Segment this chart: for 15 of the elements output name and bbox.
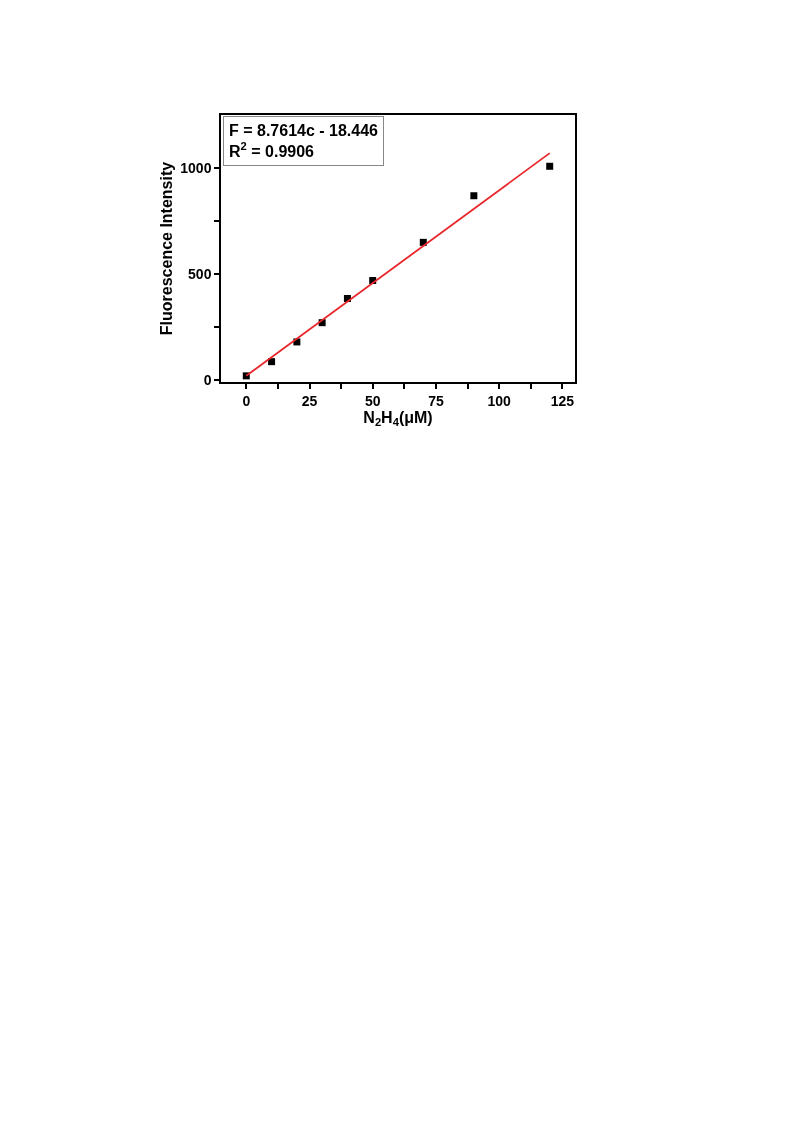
- x-axis-title: N$_{2}$H$_{4}$(μM): [363, 408, 433, 428]
- x-tick-label: 0: [242, 392, 251, 409]
- y-tick-label: 500: [188, 265, 212, 282]
- point: [546, 162, 554, 170]
- y-tick-label: 0: [203, 371, 212, 388]
- y-tick-label: 1000: [180, 159, 212, 176]
- annotation: R$^{2}$ = 0.9906: [229, 140, 315, 160]
- point: [470, 192, 478, 200]
- annotation: F = 8.7614c - 18.446: [229, 122, 379, 139]
- y-axis-title: Fluorescence Intensity: [157, 161, 175, 336]
- x-tick-label: 125: [550, 392, 575, 409]
- x-tick-label: 100: [487, 392, 512, 409]
- x-tick-label: 50: [364, 392, 381, 409]
- x-tick-label: 75: [428, 392, 444, 409]
- x-tick-label: 25: [301, 392, 318, 409]
